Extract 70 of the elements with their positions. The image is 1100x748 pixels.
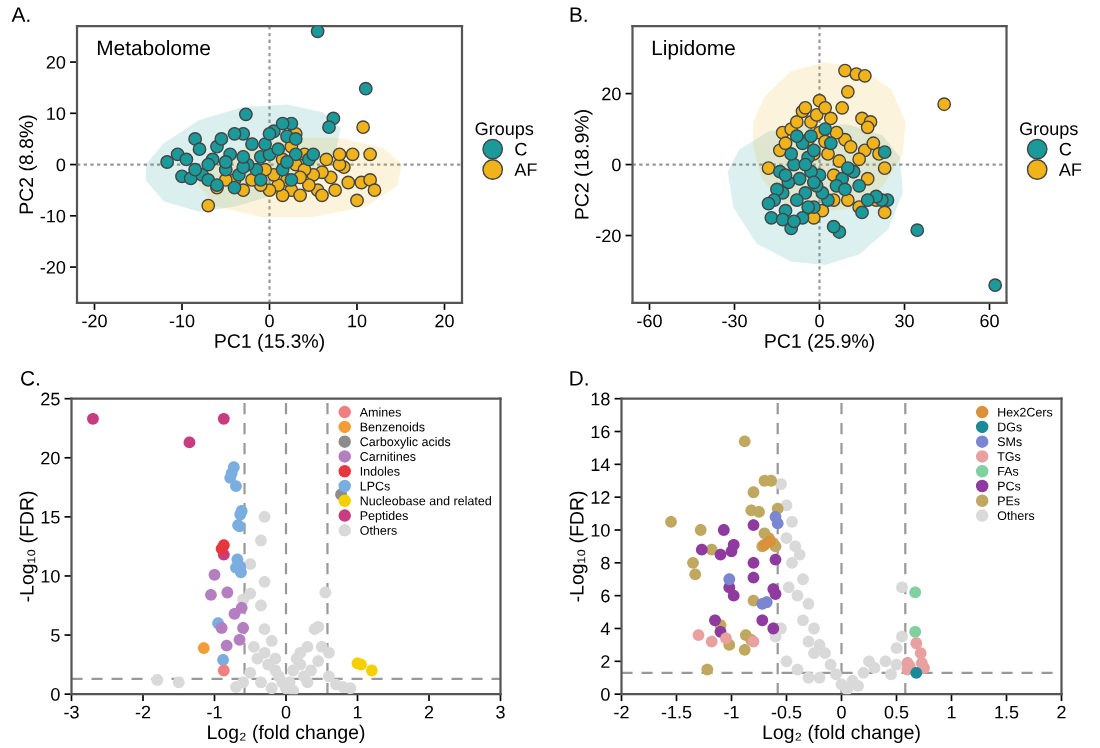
legend-label: AF bbox=[514, 163, 537, 176]
y-tick-label: 0 bbox=[601, 688, 610, 701]
x-tick-label: -1 bbox=[207, 705, 222, 719]
y-tick-label: 20 bbox=[602, 87, 621, 101]
y-tick-label: 10 bbox=[47, 107, 66, 121]
x-tick-label: -3 bbox=[64, 705, 79, 719]
legend-title: Groups bbox=[1020, 122, 1078, 139]
x-tick-label: -1 bbox=[724, 705, 739, 719]
y-tick-label: 15 bbox=[41, 510, 60, 524]
y-tick-label: 5 bbox=[51, 629, 60, 642]
x-tick-label: 1 bbox=[947, 705, 956, 719]
x-tick-label: 0 bbox=[837, 705, 846, 719]
text: Metabolome bbox=[97, 40, 210, 56]
x-tick-label: 0 bbox=[815, 314, 824, 328]
x-tick-label: -20 bbox=[82, 314, 107, 328]
x-tick-label: 0.5 bbox=[884, 705, 909, 719]
x-tick-label: 60 bbox=[980, 314, 999, 328]
x-tick-label: 20 bbox=[435, 314, 454, 328]
x-tick-label: -2 bbox=[135, 705, 151, 719]
x-tick-label: 1 bbox=[353, 705, 362, 719]
y-tick-label: 10 bbox=[591, 523, 610, 537]
y-tick-label: 16 bbox=[591, 425, 610, 439]
x-tick-label: -1.5 bbox=[661, 705, 692, 719]
x-axis-title: PC1 (15.3%) bbox=[215, 333, 324, 352]
chart-title: D. bbox=[570, 371, 588, 386]
x-tick-label: -0.5 bbox=[771, 705, 802, 719]
x-tick-label: 1.5 bbox=[995, 705, 1019, 719]
y-tick-label: 20 bbox=[46, 55, 66, 69]
x-tick-label: 10 bbox=[348, 314, 367, 328]
x-tick-label: 0 bbox=[281, 705, 291, 719]
x-tick-label: 2 bbox=[424, 705, 434, 719]
y-tick-label: 0 bbox=[51, 688, 60, 701]
x-tick-label: 3 bbox=[496, 705, 505, 719]
y-tick-label: 18 bbox=[591, 392, 610, 406]
text: Lipidome bbox=[652, 40, 735, 60]
x-tick-label: 2 bbox=[1057, 705, 1066, 719]
y-tick-label: 4 bbox=[600, 622, 610, 636]
x-axis-title: Log₂ (fold change) bbox=[763, 724, 920, 743]
y-axis-title: PC2 (8.8%) bbox=[18, 115, 38, 214]
x-tick-label: 0 bbox=[265, 314, 274, 328]
legend-label: AF bbox=[1058, 163, 1082, 176]
chart-title: C. bbox=[21, 370, 39, 386]
y-axis-title: PC2 (18.9%) bbox=[574, 110, 593, 219]
y-tick-label: 10 bbox=[41, 569, 60, 583]
x-axis-title: Log₂ (fold change) bbox=[208, 724, 365, 743]
y-tick-label: -20 bbox=[596, 229, 621, 243]
x-tick-label: 30 bbox=[895, 314, 914, 328]
x-tick-label: -2 bbox=[614, 705, 629, 719]
y-tick-label: 0 bbox=[56, 158, 66, 172]
legend-title: Groups bbox=[475, 122, 534, 139]
y-axis-title: -Log₁₀ (FDR) bbox=[19, 491, 38, 602]
x-tick-label: -60 bbox=[637, 314, 662, 328]
y-tick-label: 0 bbox=[612, 158, 621, 172]
x-tick-label: -30 bbox=[722, 314, 747, 328]
x-tick-label: -10 bbox=[169, 314, 195, 328]
y-tick-label: 12 bbox=[591, 491, 610, 504]
y-tick-label: 20 bbox=[41, 451, 60, 465]
y-tick-label: 6 bbox=[601, 589, 610, 603]
legend-label: C bbox=[515, 142, 527, 156]
chart-title: A. bbox=[11, 7, 30, 22]
y-axis-title: -Log₁₀ (FDR) bbox=[569, 491, 588, 602]
y-tick-label: 2 bbox=[601, 655, 610, 668]
legend-label: C bbox=[1059, 142, 1072, 156]
x-axis-title: PC1 (25.9%) bbox=[765, 333, 874, 352]
y-tick-label: -20 bbox=[40, 261, 66, 274]
y-tick-label: 25 bbox=[41, 392, 60, 406]
y-tick-label: 8 bbox=[601, 556, 610, 570]
chart-title: B. bbox=[570, 7, 587, 22]
y-tick-label: -10 bbox=[40, 209, 66, 223]
y-tick-label: 14 bbox=[591, 458, 610, 471]
